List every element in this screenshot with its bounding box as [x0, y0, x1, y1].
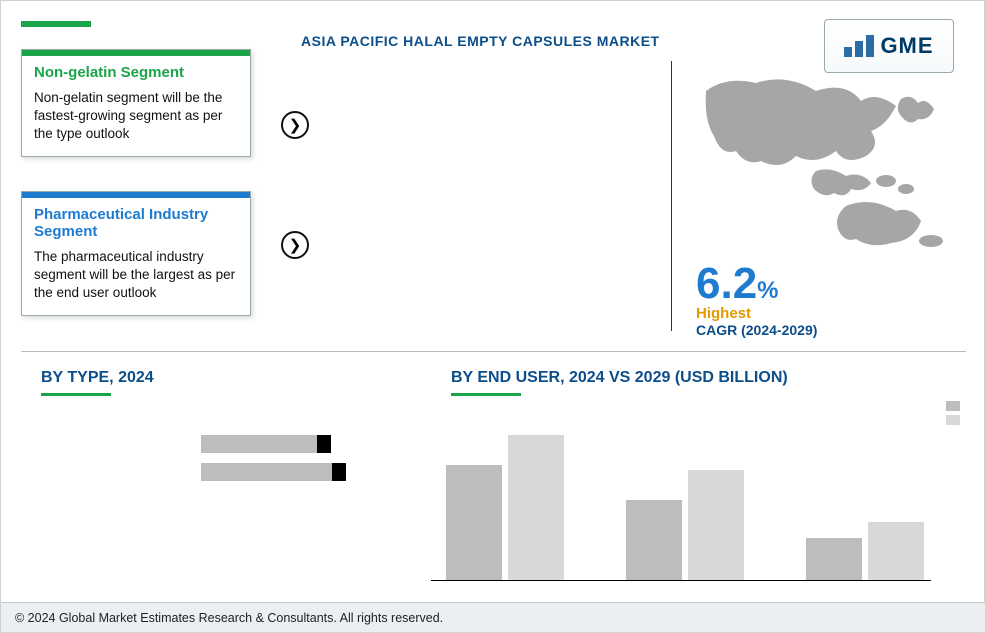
- by-type-bar: [201, 433, 331, 455]
- cagr-percent-symbol: %: [757, 277, 778, 304]
- by-end-user-chart: [431, 421, 931, 591]
- vertical-divider: [671, 61, 672, 331]
- by-type-title: BY TYPE, 2024: [41, 369, 154, 387]
- cagr-period-label: CAGR (2024-2029): [696, 322, 817, 338]
- horizontal-divider: [21, 351, 966, 352]
- asia-pacific-map-icon: [696, 71, 956, 251]
- segment-box-non-gelatin: Non-gelatin Segment Non-gelatin segment …: [21, 49, 251, 157]
- chevron-right-icon: ❯: [281, 111, 309, 139]
- segment-accent: [22, 50, 250, 56]
- cagr-value: 6.2: [696, 259, 757, 308]
- chevron-right-icon: ❯: [281, 231, 309, 259]
- by-end-user-rule: [451, 393, 521, 396]
- segment-title: Pharmaceutical Industry Segment: [34, 206, 238, 240]
- by-type-rule: [41, 393, 111, 396]
- footer-copyright: © 2024 Global Market Estimates Research …: [1, 602, 985, 632]
- logo-text: GME: [880, 33, 933, 59]
- top-accent-marker: [21, 21, 91, 27]
- chart-baseline: [431, 580, 931, 581]
- bar-2029: [868, 522, 924, 580]
- segment-body: The pharmaceutical industry segment will…: [34, 248, 238, 303]
- chart-legend: [946, 401, 966, 425]
- bar-2024: [806, 538, 862, 580]
- segment-body: Non-gelatin segment will be the fastest-…: [34, 89, 238, 144]
- brand-logo: GME: [824, 19, 954, 73]
- segment-box-pharma: Pharmaceutical Industry Segment The phar…: [21, 191, 251, 316]
- segment-accent: [22, 192, 250, 198]
- bar-2024: [446, 465, 502, 580]
- page-title: ASIA PACIFIC HALAL EMPTY CAPSULES MARKET: [301, 33, 660, 49]
- bar-2024: [626, 500, 682, 580]
- legend-item-2029: [946, 415, 966, 425]
- by-type-bar: [201, 461, 346, 483]
- bar-2029: [688, 470, 744, 580]
- by-end-user-title: BY END USER, 2024 VS 2029 (USD BILLION): [451, 369, 788, 387]
- legend-item-2024: [946, 401, 966, 411]
- cagr-block: 6.2% Highest CAGR (2024-2029): [696, 259, 817, 338]
- segment-title: Non-gelatin Segment: [34, 64, 238, 81]
- cagr-value-row: 6.2%: [696, 259, 817, 309]
- bar-2029: [508, 435, 564, 580]
- logo-bars-icon: [844, 35, 874, 57]
